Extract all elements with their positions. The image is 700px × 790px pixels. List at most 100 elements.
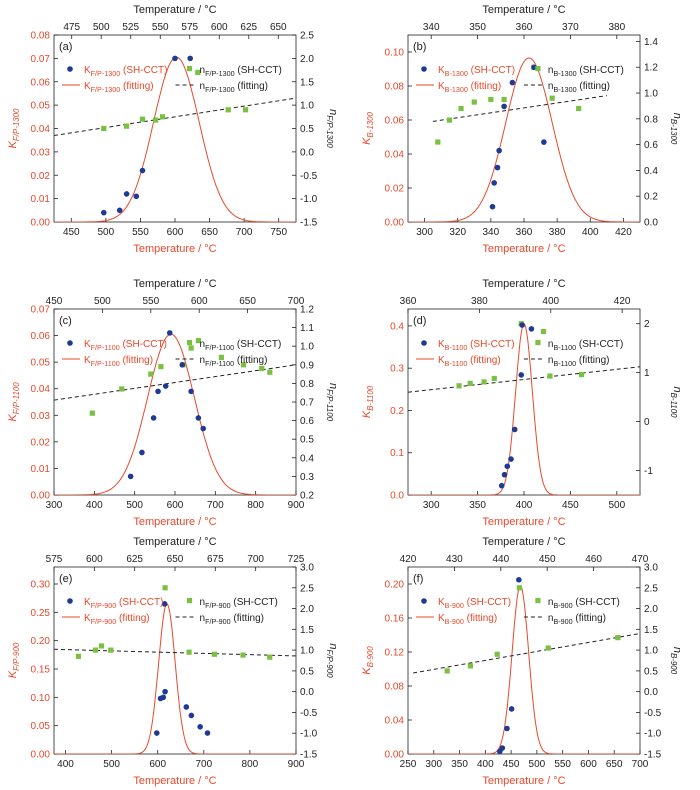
x-tick-label: 800: [242, 759, 259, 770]
y-tick-label: 0.1: [390, 448, 404, 459]
y-axis-title: KF/P-900: [7, 642, 21, 678]
n-data-point: [456, 383, 462, 389]
y-tick-label: 0.08: [31, 31, 51, 42]
y-tick-label: 0.12: [385, 648, 405, 659]
top-tick-label: 420: [400, 554, 417, 565]
n-data-point: [218, 354, 224, 360]
y-tick-label: 0.00: [385, 218, 405, 229]
k-data-point: [501, 103, 507, 110]
legend-n-fit-label: nF/P-1100 (fitting): [200, 355, 268, 368]
k-data-point: [489, 203, 496, 210]
top-tick-label: 725: [288, 554, 305, 565]
legend-k-fit-label: KF/P-900 (fitting): [84, 613, 150, 626]
legend-n-marker: [535, 598, 541, 604]
y-axis-title: KF/P-1300: [7, 108, 21, 148]
top-tick-label: 550: [142, 296, 159, 307]
legend-k-data-label: KF/P-1100 (SH-CCT): [84, 339, 167, 352]
n-data-point: [211, 651, 218, 657]
y2-axis-title: nB-1100: [669, 386, 683, 418]
y2-tick-label: 0.9: [300, 360, 314, 371]
y-tick-label: 0.0: [390, 491, 404, 502]
n-data-point: [162, 585, 168, 591]
x-tick-label: 550: [554, 759, 571, 770]
y2-axis-title: nF/P-1300: [325, 109, 339, 148]
legend-n-data-label: nF/P-1300 (SH-CCT): [200, 65, 282, 78]
chart-panel: 300 400 500 600 700 800 900 Temperature / °C 450…: [7, 278, 339, 528]
top-tick-label: 360: [400, 296, 417, 307]
n-data-point: [188, 345, 194, 351]
n-data-point: [225, 107, 231, 113]
y-tick-label: 0.04: [31, 384, 51, 395]
y2-tick-label: -1.5: [644, 750, 662, 761]
y-tick-label: 0.05: [31, 721, 51, 732]
y-tick-label: 0.04: [385, 716, 405, 727]
legend-k-marker: [421, 66, 427, 72]
n-data-point: [124, 123, 130, 129]
top-tick-label: 475: [63, 22, 80, 33]
x-tick-label: 700: [195, 759, 212, 770]
top-tick-label: 470: [632, 554, 649, 565]
y2-tick-label: -1.5: [300, 218, 318, 229]
n-data-point: [481, 379, 487, 385]
plot-area: [408, 57, 640, 222]
k-data-point: [162, 383, 169, 389]
legend-n-data-label: nF/P-1100 (SH-CCT): [200, 339, 282, 352]
k-data-point: [183, 704, 190, 710]
legend-n-fit-label: nB-900 (fitting): [548, 613, 606, 626]
y2-tick-label: -1.0: [300, 194, 318, 205]
n-data-point: [119, 386, 125, 392]
top-axis-title: Temperature / °C: [482, 536, 565, 548]
x-tick-label: 500: [103, 759, 120, 770]
x-tick-label: 450: [503, 759, 520, 770]
y2-tick-label: 0.5: [300, 435, 314, 446]
n-data-point: [139, 116, 146, 122]
k-fit-curve: [54, 603, 296, 754]
k-data-point: [204, 730, 211, 736]
k-data-point: [528, 326, 535, 332]
k-data-point: [504, 725, 510, 732]
top-tick-label: 500: [93, 22, 110, 33]
top-tick-label: 675: [207, 554, 224, 565]
y2-tick-label: 0.8: [300, 379, 314, 390]
x-tick-label: 900: [288, 759, 305, 770]
x-tick-label: 800: [247, 500, 264, 511]
y-tick-label: 0.03: [31, 411, 51, 422]
y2-tick-label: 0.3: [300, 472, 314, 483]
plot-area: [54, 585, 296, 754]
k-data-point: [519, 322, 525, 328]
n-data-point: [186, 649, 192, 655]
legend-k-marker: [421, 340, 427, 346]
legend-n-data-label: nB-1100 (SH-CCT): [548, 339, 623, 352]
k-data-point: [498, 482, 505, 489]
y-tick-label: 0.06: [31, 77, 51, 88]
y-tick-label: 0.4: [390, 321, 404, 332]
y-tick-label: 0.01: [31, 464, 51, 475]
legend-n-marker: [535, 66, 541, 72]
y2-tick-label: 1.4: [644, 37, 658, 48]
n-data-point: [471, 99, 477, 105]
legend-n-fit-label: nB-1300 (fitting): [548, 81, 610, 94]
x-tick-label: 340: [483, 227, 500, 238]
x-tick-label: 500: [608, 500, 625, 511]
y2-tick-label: 0.2: [300, 491, 314, 502]
top-tick-label: 360: [516, 22, 533, 33]
k-data-point: [195, 415, 202, 421]
n-data-point: [92, 647, 99, 653]
k-fit-curve: [408, 57, 640, 222]
y-tick-label: 0.02: [385, 184, 405, 195]
legend-n-data-label: nF/P-900 (SH-CCT): [200, 597, 278, 610]
k-data-point: [153, 730, 160, 736]
y-axis-title: KB-1100: [361, 385, 375, 418]
legend-k-marker: [67, 66, 73, 72]
y-tick-label: 0.10: [31, 693, 51, 704]
y-tick-label: 0.03: [31, 147, 51, 158]
y2-tick-label: 1.2: [300, 305, 314, 316]
y2-tick-label: 1.0: [300, 646, 314, 657]
y2-tick-label: 0.6: [644, 140, 658, 151]
n-data-point: [240, 652, 246, 658]
y2-tick-label: 0.5: [300, 666, 314, 677]
legend-n-data-label: nB-900 (SH-CCT): [548, 597, 620, 610]
n-data-point: [267, 369, 273, 375]
x-tick-label: 550: [132, 227, 149, 238]
k-data-point: [508, 456, 514, 462]
